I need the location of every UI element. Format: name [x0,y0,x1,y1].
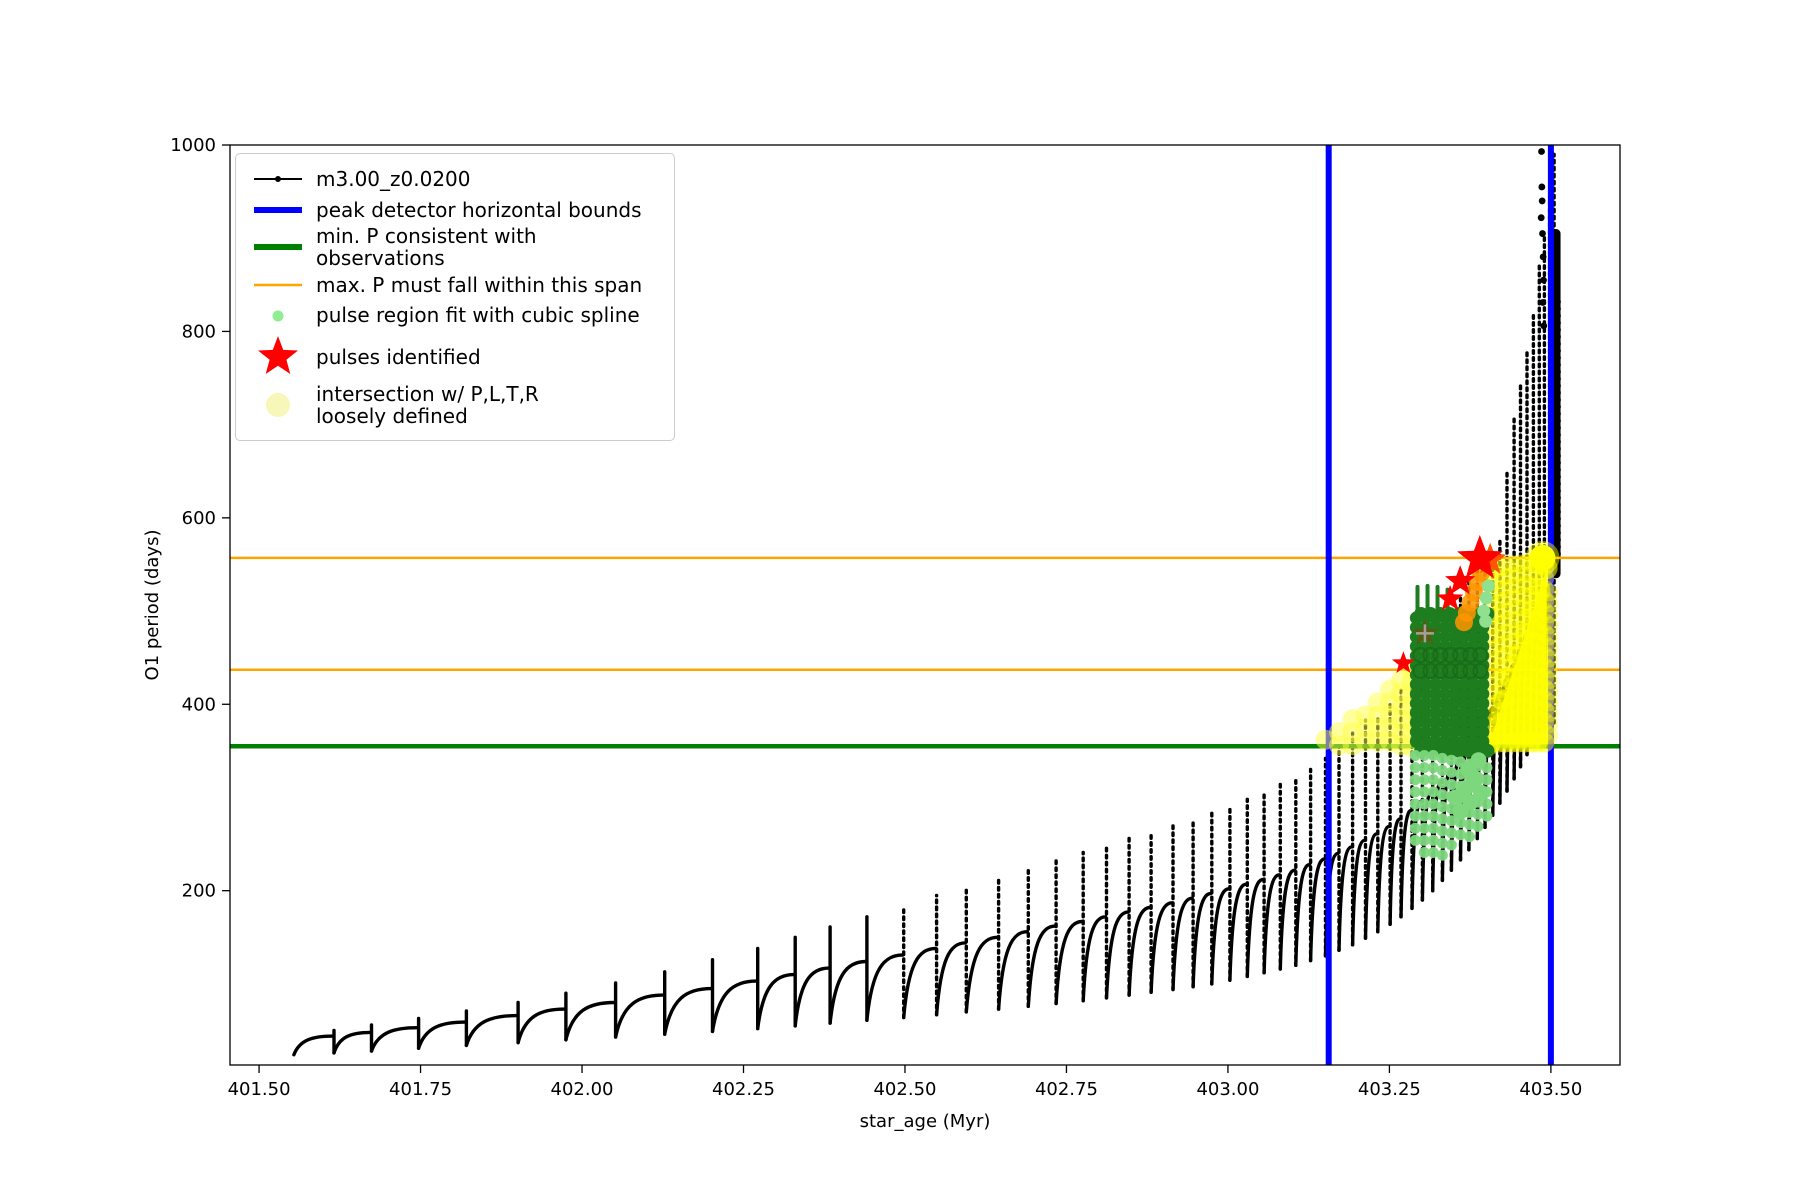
legend-item-5: pulses identified [246,331,658,383]
legend-item-4: pulse region fit with cubic spline [246,300,658,331]
x-tick-label: 403.00 [1196,1079,1259,1100]
x-tick-label: 403.25 [1358,1079,1421,1100]
x-axis-label: star_age (Myr) [860,1111,991,1132]
x-tick-label: 401.50 [228,1079,291,1100]
intersection-region [1315,540,1560,758]
legend-label: max. P must fall within this span [316,272,643,297]
y-tick-label: 600 [182,508,216,529]
y-tick-label: 400 [182,694,216,715]
y-tick-label: 1000 [170,135,216,156]
star-icon [246,331,310,383]
x-tick-label: 402.25 [712,1079,775,1100]
dot-icon [246,303,310,329]
pulses-identified [1391,534,1507,673]
legend-label: pulses identified [316,344,481,369]
legend-label: min. P consistent with observations [316,224,537,271]
spline-accent-dot [1479,591,1493,605]
x-tick-label: 402.00 [551,1079,614,1100]
dot-icon [246,385,310,425]
line-swatch-icon [246,272,310,298]
x-tick-label: 402.75 [1035,1079,1098,1100]
legend-label: m3.00_z0.0200 [316,167,471,192]
dot-icon [246,166,310,192]
x-tick-label: 402.50 [873,1079,936,1100]
legend-item-2: min. P consistent with observations [246,225,658,270]
legend-item-0: m3.00_z0.0200 [246,164,658,195]
spline-accent-dot [1479,614,1493,628]
legend-label: intersection w/ P,L,T,R loosely defined [316,381,539,429]
legend-label: pulse region fit with cubic spline [316,303,640,328]
y-axis-label: O1 period (days) [142,530,163,681]
big-intersection-dot [1529,544,1556,571]
plus-marker [1415,624,1434,643]
pulse-star [1391,651,1415,673]
legend-item-1: peak detector horizontal bounds [246,195,658,226]
legend-item-6: intersection w/ P,L,T,R loosely defined [246,383,658,428]
pulse-star [1436,584,1464,611]
pulse-star [1457,534,1503,579]
y-tick-label: 200 [182,881,216,902]
legend-item-3: max. P must fall within this span [246,270,658,301]
x-tick-label: 401.75 [389,1079,452,1100]
line-swatch-icon [246,234,310,260]
line-swatch-icon [246,197,310,223]
y-tick-label: 800 [182,321,216,342]
spline-accent-dot [1477,604,1491,618]
plot-frame [229,144,1621,1066]
spline-accent-dot [1482,579,1496,593]
legend-label: peak detector horizontal bounds [316,197,642,222]
pulse-star [1445,565,1476,595]
spline-fit-dots [1409,750,1493,861]
x-tick-label: 403.50 [1519,1079,1582,1100]
